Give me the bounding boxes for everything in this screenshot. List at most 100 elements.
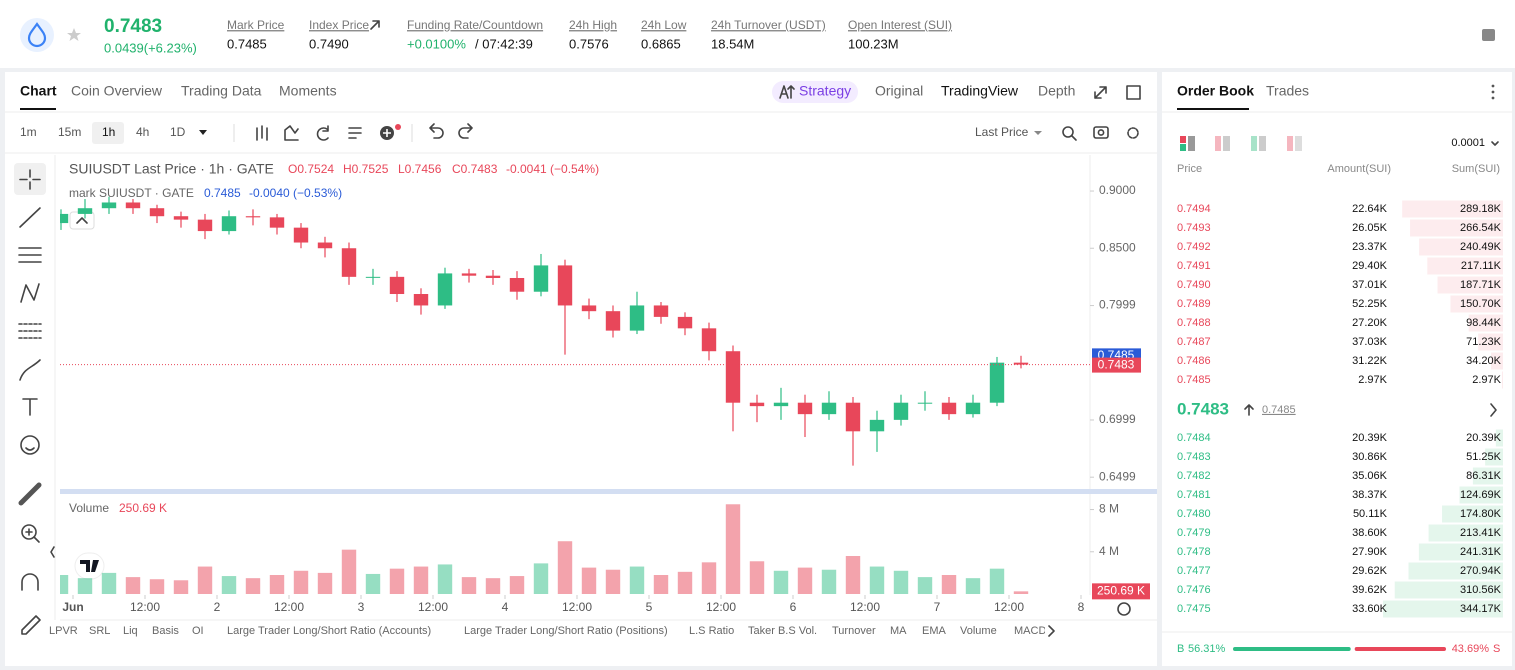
- screenshot-icon[interactable]: [1093, 126, 1109, 139]
- interval-dropdown[interactable]: [199, 130, 207, 135]
- stat-label[interactable]: 24h Low: [641, 18, 687, 32]
- header-icon[interactable]: [1482, 29, 1495, 41]
- book-price[interactable]: 0.7487: [1177, 336, 1211, 348]
- book-price[interactable]: 0.7484: [1177, 432, 1211, 444]
- interval[interactable]: 1m: [20, 125, 37, 139]
- parallel-tool[interactable]: [18, 247, 42, 263]
- legend-collapse[interactable]: [69, 211, 95, 230]
- stat-label[interactable]: Mark Price: [227, 18, 285, 32]
- book-price[interactable]: 0.7480: [1177, 508, 1211, 520]
- redo-icon[interactable]: [458, 123, 473, 139]
- view-tab[interactable]: Original: [875, 83, 923, 99]
- replay-icon[interactable]: [316, 125, 329, 141]
- book-price[interactable]: 0.7485: [1177, 374, 1211, 386]
- book-tab[interactable]: Order Book: [1177, 83, 1254, 99]
- view-tab[interactable]: Strategy: [799, 83, 851, 99]
- indicator-tab[interactable]: LPVR: [49, 625, 78, 637]
- book-tab[interactable]: Trades: [1266, 83, 1309, 99]
- indicator-tab[interactable]: MA: [890, 625, 907, 637]
- fullscreen-icon[interactable]: [1094, 86, 1107, 99]
- view-depth[interactable]: [1287, 136, 1293, 151]
- indicator-tab[interactable]: Large Trader Long/Short Ratio (Positions…: [464, 625, 668, 637]
- window-icon[interactable]: [1126, 85, 1141, 100]
- chart-tab[interactable]: Chart: [20, 83, 57, 99]
- book-price[interactable]: 0.7479: [1177, 527, 1211, 539]
- stat-label[interactable]: Funding Rate/Countdown: [407, 18, 543, 32]
- indicator-tab[interactable]: Basis: [152, 625, 179, 637]
- book-price[interactable]: 0.7492: [1177, 241, 1211, 253]
- book-price[interactable]: 0.7475: [1177, 603, 1211, 615]
- indicator-tab[interactable]: Liq: [123, 625, 138, 637]
- book-price[interactable]: 0.7478: [1177, 546, 1211, 558]
- book-price[interactable]: 0.7481: [1177, 489, 1211, 501]
- pattern-tool[interactable]: [20, 283, 40, 303]
- book-price[interactable]: 0.7482: [1177, 470, 1211, 482]
- brush-tool[interactable]: [19, 359, 41, 381]
- stat-label[interactable]: Index Price: [309, 18, 369, 32]
- fib-tool[interactable]: [18, 323, 42, 339]
- book-price[interactable]: 0.7494: [1177, 203, 1211, 215]
- price-type[interactable]: Last Price: [975, 125, 1029, 139]
- interval[interactable]: 1D: [170, 125, 186, 139]
- book-price[interactable]: 0.7483: [1177, 451, 1211, 463]
- chart-tab[interactable]: Moments: [279, 83, 337, 99]
- template-icon[interactable]: [348, 127, 362, 139]
- favorite-star[interactable]: [67, 28, 81, 41]
- view-asks[interactable]: [1215, 136, 1221, 151]
- stat-label[interactable]: 24h High: [569, 18, 617, 32]
- chart-tab[interactable]: Coin Overview: [71, 83, 163, 99]
- undo-icon[interactable]: [429, 123, 444, 139]
- precision[interactable]: 0.0001: [1451, 137, 1485, 149]
- precision-dropdown[interactable]: [1491, 141, 1499, 146]
- mid-price-more[interactable]: [1490, 403, 1497, 417]
- book-price[interactable]: 0.7490: [1177, 279, 1211, 291]
- indicator-tab[interactable]: Volume: [960, 625, 997, 637]
- strategy-pill[interactable]: [772, 81, 858, 103]
- coin-logo[interactable]: [20, 18, 54, 52]
- collapse-tools[interactable]: [50, 546, 55, 558]
- stat-label[interactable]: Open Interest (SUI): [848, 18, 952, 32]
- interval[interactable]: 15m: [58, 125, 81, 139]
- indicator-icon[interactable]: [284, 125, 299, 141]
- book-price[interactable]: 0.7491: [1177, 260, 1211, 272]
- stat-label[interactable]: 24h Turnover (USDT): [711, 18, 826, 32]
- indicator-tab[interactable]: Taker B.S Vol.: [748, 625, 817, 637]
- indicator-tab[interactable]: MACD: [1014, 625, 1046, 637]
- more-menu[interactable]: [1491, 84, 1495, 100]
- candle-type-icon[interactable]: [256, 125, 268, 141]
- settings-icon[interactable]: [1127, 127, 1139, 139]
- magnet-tool[interactable]: [21, 573, 39, 591]
- indicator-tab[interactable]: Large Trader Long/Short Ratio (Accounts): [227, 625, 431, 637]
- book-price[interactable]: 0.7489: [1177, 298, 1211, 310]
- interval[interactable]: 1h: [102, 125, 115, 139]
- book-price[interactable]: 0.7477: [1177, 565, 1211, 577]
- tv-logo[interactable]: [80, 560, 99, 572]
- indicator-scroll[interactable]: [1048, 625, 1055, 637]
- zoom-tool[interactable]: [21, 524, 37, 540]
- price-type-dropdown[interactable]: [1034, 131, 1042, 135]
- pane-separator[interactable]: [60, 489, 1157, 494]
- view-tab[interactable]: Depth: [1038, 83, 1075, 99]
- search-icon[interactable]: [1062, 126, 1074, 138]
- text-tool[interactable]: [22, 398, 38, 416]
- book-price[interactable]: 0.7493: [1177, 222, 1211, 234]
- ruler-tool[interactable]: [18, 482, 42, 506]
- indicator-tab[interactable]: EMA: [922, 625, 947, 637]
- trendline-tool[interactable]: [19, 207, 41, 228]
- view-tab[interactable]: TradingView: [941, 83, 1019, 99]
- indicator-tab[interactable]: SRL: [89, 625, 110, 637]
- crosshair-tool[interactable]: [19, 169, 41, 190]
- interval[interactable]: 4h: [136, 125, 149, 139]
- indicator-tab[interactable]: OI: [192, 625, 204, 637]
- indicator-tab[interactable]: L.S Ratio: [689, 625, 734, 637]
- view-bids[interactable]: [1251, 136, 1257, 151]
- axis-settings-icon[interactable]: [1117, 602, 1131, 616]
- book-price[interactable]: 0.7488: [1177, 317, 1211, 329]
- book-price[interactable]: 0.7486: [1177, 355, 1211, 367]
- indicator-tab[interactable]: Turnover: [832, 625, 876, 637]
- chart-tab[interactable]: Trading Data: [181, 83, 262, 99]
- book-price[interactable]: 0.7476: [1177, 584, 1211, 596]
- lock-tool[interactable]: [21, 615, 41, 635]
- index-link-icon[interactable]: [370, 20, 380, 30]
- emoji-tool[interactable]: [20, 435, 40, 455]
